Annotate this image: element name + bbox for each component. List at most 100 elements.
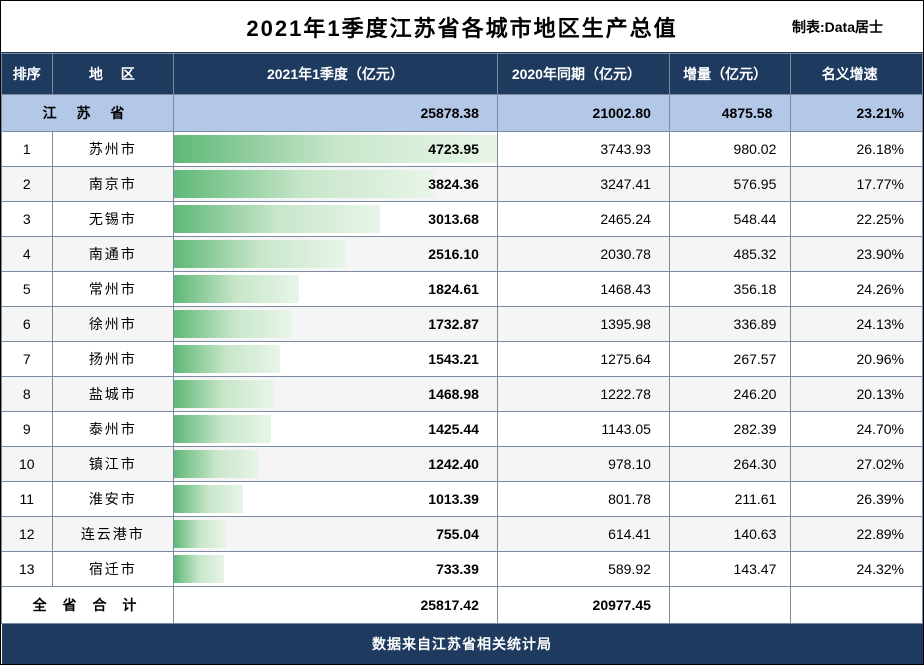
cell-2020: 2465.24 — [497, 202, 669, 237]
cell-2020: 1395.98 — [497, 307, 669, 342]
total-growth-empty — [791, 587, 923, 624]
cell-growth: 17.77% — [791, 167, 923, 202]
cell-region: 徐州市 — [52, 307, 173, 342]
cell-growth: 20.13% — [791, 377, 923, 412]
table-row: 5常州市1824.611468.43356.1824.26% — [2, 272, 923, 307]
cell-region: 连云港市 — [52, 517, 173, 552]
total-row: 全 省 合 计 25817.42 20977.45 — [2, 587, 923, 624]
bar-value: 3013.68 — [428, 202, 479, 236]
cell-rank: 3 — [2, 202, 53, 237]
table-row: 2南京市3824.363247.41576.9517.77% — [2, 167, 923, 202]
data-bar — [174, 485, 243, 513]
data-bar — [174, 520, 226, 548]
bar-value: 1013.39 — [428, 482, 479, 516]
data-bar — [174, 275, 299, 303]
cell-increment: 267.57 — [669, 342, 790, 377]
cell-rank: 6 — [2, 307, 53, 342]
cell-region: 无锡市 — [52, 202, 173, 237]
summary-row: 江 苏 省 25878.38 21002.80 4875.58 23.21% — [2, 95, 923, 132]
cell-region: 宿迁市 — [52, 552, 173, 587]
cell-q1-bar: 1824.61 — [174, 272, 498, 307]
cell-increment: 356.18 — [669, 272, 790, 307]
cell-q1-bar: 3013.68 — [174, 202, 498, 237]
cell-region: 扬州市 — [52, 342, 173, 377]
cell-growth: 26.39% — [791, 482, 923, 517]
cell-q1-bar: 733.39 — [174, 552, 498, 587]
data-bar — [174, 205, 380, 233]
cell-increment: 485.32 — [669, 237, 790, 272]
summary-inc: 4875.58 — [669, 95, 790, 132]
header-row: 排序 地 区 2021年1季度（亿元） 2020年同期（亿元） 增量（亿元） 名… — [2, 54, 923, 95]
cell-rank: 2 — [2, 167, 53, 202]
bar-value: 755.04 — [436, 517, 479, 551]
cell-increment: 576.95 — [669, 167, 790, 202]
data-bar — [174, 450, 259, 478]
cell-increment: 282.39 — [669, 412, 790, 447]
cell-q1-bar: 2516.10 — [174, 237, 498, 272]
cell-rank: 7 — [2, 342, 53, 377]
table-row: 7扬州市1543.211275.64267.5720.96% — [2, 342, 923, 377]
cell-region: 常州市 — [52, 272, 173, 307]
cell-q1-bar: 1425.44 — [174, 412, 498, 447]
cell-rank: 8 — [2, 377, 53, 412]
table-row: 1苏州市4723.953743.93980.0226.18% — [2, 132, 923, 167]
table-row: 10镇江市1242.40978.10264.3027.02% — [2, 447, 923, 482]
cell-rank: 10 — [2, 447, 53, 482]
table-row: 4南通市2516.102030.78485.3223.90% — [2, 237, 923, 272]
cell-2020: 1222.78 — [497, 377, 669, 412]
cell-rank: 13 — [2, 552, 53, 587]
cell-growth: 23.90% — [791, 237, 923, 272]
author-label: 制表:Data居士 — [792, 17, 883, 37]
cell-q1-bar: 1242.40 — [174, 447, 498, 482]
cell-q1-bar: 755.04 — [174, 517, 498, 552]
data-bar — [174, 380, 274, 408]
table-row: 3无锡市3013.682465.24548.4422.25% — [2, 202, 923, 237]
total-2020: 20977.45 — [497, 587, 669, 624]
cell-rank: 4 — [2, 237, 53, 272]
bar-value: 1543.21 — [428, 342, 479, 376]
header-growth: 名义增速 — [791, 54, 923, 95]
data-bar — [174, 170, 435, 198]
table-row: 12连云港市755.04614.41140.6322.89% — [2, 517, 923, 552]
page-title: 2021年1季度江苏省各城市地区生产总值 — [246, 11, 677, 43]
table-container: 2021年1季度江苏省各城市地区生产总值 制表:Data居士 排序 地 区 20… — [0, 0, 924, 665]
data-bar — [174, 310, 292, 338]
cell-region: 盐城市 — [52, 377, 173, 412]
cell-2020: 3743.93 — [497, 132, 669, 167]
data-bar — [174, 345, 279, 373]
cell-rank: 11 — [2, 482, 53, 517]
bar-value: 3824.36 — [428, 167, 479, 201]
bar-value: 4723.95 — [428, 132, 479, 166]
gdp-table: 排序 地 区 2021年1季度（亿元） 2020年同期（亿元） 增量（亿元） 名… — [1, 53, 923, 664]
cell-rank: 1 — [2, 132, 53, 167]
data-bar — [174, 415, 271, 443]
cell-increment: 140.63 — [669, 517, 790, 552]
cell-growth: 27.02% — [791, 447, 923, 482]
cell-growth: 22.25% — [791, 202, 923, 237]
cell-growth: 24.26% — [791, 272, 923, 307]
cell-growth: 26.18% — [791, 132, 923, 167]
cell-increment: 211.61 — [669, 482, 790, 517]
table-row: 11淮安市1013.39801.78211.6126.39% — [2, 482, 923, 517]
title-row: 2021年1季度江苏省各城市地区生产总值 制表:Data居士 — [1, 1, 923, 53]
cell-increment: 980.02 — [669, 132, 790, 167]
bar-value: 1468.98 — [428, 377, 479, 411]
cell-region: 南通市 — [52, 237, 173, 272]
header-rank: 排序 — [2, 54, 53, 95]
cell-q1-bar: 1543.21 — [174, 342, 498, 377]
cell-increment: 264.30 — [669, 447, 790, 482]
cell-growth: 24.70% — [791, 412, 923, 447]
cell-region: 镇江市 — [52, 447, 173, 482]
bar-value: 1824.61 — [428, 272, 479, 306]
cell-2020: 2030.78 — [497, 237, 669, 272]
cell-growth: 22.89% — [791, 517, 923, 552]
data-bar — [174, 555, 224, 583]
cell-rank: 5 — [2, 272, 53, 307]
cell-growth: 20.96% — [791, 342, 923, 377]
summary-q1: 25878.38 — [174, 95, 498, 132]
cell-region: 淮安市 — [52, 482, 173, 517]
cell-2020: 978.10 — [497, 447, 669, 482]
cell-2020: 1143.05 — [497, 412, 669, 447]
cell-increment: 246.20 — [669, 377, 790, 412]
header-increment: 增量（亿元） — [669, 54, 790, 95]
